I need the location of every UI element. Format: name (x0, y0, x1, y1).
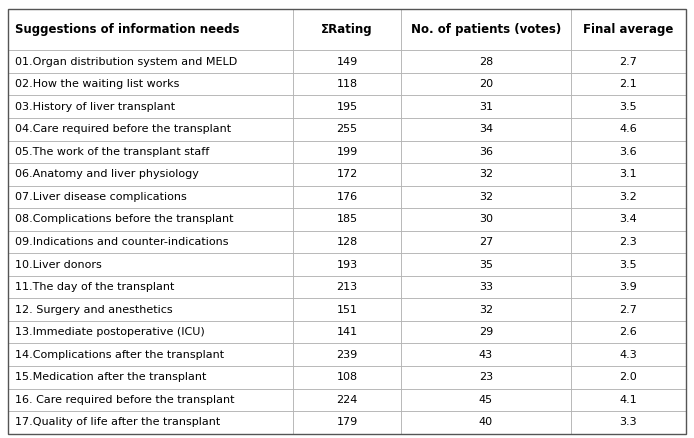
Text: 2.6: 2.6 (619, 327, 637, 337)
Text: 13.Immediate postoperative (ICU): 13.Immediate postoperative (ICU) (15, 327, 204, 337)
Text: 12. Surgery and anesthetics: 12. Surgery and anesthetics (15, 305, 172, 314)
Text: 32: 32 (479, 305, 493, 314)
Text: 193: 193 (337, 260, 357, 269)
Text: 17.Quality of life after the transplant: 17.Quality of life after the transplant (15, 417, 220, 427)
Text: 36: 36 (479, 147, 493, 157)
Text: 118: 118 (337, 79, 357, 89)
Text: 179: 179 (337, 417, 357, 427)
Text: 213: 213 (337, 282, 357, 292)
Text: Final average: Final average (583, 23, 673, 36)
Text: 34: 34 (479, 124, 493, 134)
Text: 09.Indications and counter-indications: 09.Indications and counter-indications (15, 237, 228, 247)
Text: 3.9: 3.9 (619, 282, 637, 292)
Text: 3.2: 3.2 (619, 192, 637, 202)
Text: 16. Care required before the transplant: 16. Care required before the transplant (15, 395, 234, 405)
Text: 07.Liver disease complications: 07.Liver disease complications (15, 192, 186, 202)
Text: 3.5: 3.5 (619, 260, 637, 269)
Text: 255: 255 (337, 124, 357, 134)
Text: 176: 176 (337, 192, 357, 202)
Text: 2.1: 2.1 (619, 79, 637, 89)
Text: 195: 195 (337, 102, 357, 112)
Text: 02.How the waiting list works: 02.How the waiting list works (15, 79, 179, 89)
Text: 01.Organ distribution system and MELD: 01.Organ distribution system and MELD (15, 57, 237, 67)
Text: 40: 40 (479, 417, 493, 427)
Text: 35: 35 (479, 260, 493, 269)
Text: 05.The work of the transplant staff: 05.The work of the transplant staff (15, 147, 209, 157)
Text: 27: 27 (479, 237, 493, 247)
Text: 03.History of liver transplant: 03.History of liver transplant (15, 102, 175, 112)
Text: No. of patients (votes): No. of patients (votes) (411, 23, 561, 36)
Text: Suggestions of information needs: Suggestions of information needs (15, 23, 239, 36)
Text: 149: 149 (337, 57, 357, 67)
Text: 45: 45 (479, 395, 493, 405)
Text: 33: 33 (479, 282, 493, 292)
Text: 32: 32 (479, 170, 493, 180)
Text: 199: 199 (337, 147, 357, 157)
Text: 20: 20 (479, 79, 493, 89)
Text: 31: 31 (479, 102, 493, 112)
Text: 28: 28 (479, 57, 493, 67)
Text: 151: 151 (337, 305, 357, 314)
Text: 185: 185 (337, 215, 357, 224)
Text: 4.3: 4.3 (619, 350, 637, 360)
Text: 108: 108 (337, 372, 357, 382)
Text: 128: 128 (337, 237, 357, 247)
Text: 10.Liver donors: 10.Liver donors (15, 260, 101, 269)
Text: 23: 23 (479, 372, 493, 382)
Text: 06.Anatomy and liver physiology: 06.Anatomy and liver physiology (15, 170, 198, 180)
Text: 4.1: 4.1 (619, 395, 637, 405)
Text: 224: 224 (337, 395, 357, 405)
Text: 4.6: 4.6 (619, 124, 637, 134)
Text: 172: 172 (337, 170, 357, 180)
Text: 29: 29 (479, 327, 493, 337)
Text: 141: 141 (337, 327, 357, 337)
Text: 2.3: 2.3 (619, 237, 637, 247)
Text: 15.Medication after the transplant: 15.Medication after the transplant (15, 372, 206, 382)
Text: 2.7: 2.7 (619, 305, 637, 314)
Text: 32: 32 (479, 192, 493, 202)
Text: 2.0: 2.0 (619, 372, 637, 382)
Text: 11.The day of the transplant: 11.The day of the transplant (15, 282, 174, 292)
Text: 3.3: 3.3 (619, 417, 637, 427)
Text: 08.Complications before the transplant: 08.Complications before the transplant (15, 215, 233, 224)
Text: 3.1: 3.1 (619, 170, 637, 180)
Text: ΣRating: ΣRating (321, 23, 373, 36)
Text: 3.5: 3.5 (619, 102, 637, 112)
Text: 30: 30 (479, 215, 493, 224)
Text: 3.4: 3.4 (619, 215, 637, 224)
Text: 2.7: 2.7 (619, 57, 637, 67)
Text: 04.Care required before the transplant: 04.Care required before the transplant (15, 124, 230, 134)
Text: 14.Complications after the transplant: 14.Complications after the transplant (15, 350, 223, 360)
Text: 43: 43 (479, 350, 493, 360)
Text: 3.6: 3.6 (619, 147, 637, 157)
Text: 239: 239 (337, 350, 357, 360)
